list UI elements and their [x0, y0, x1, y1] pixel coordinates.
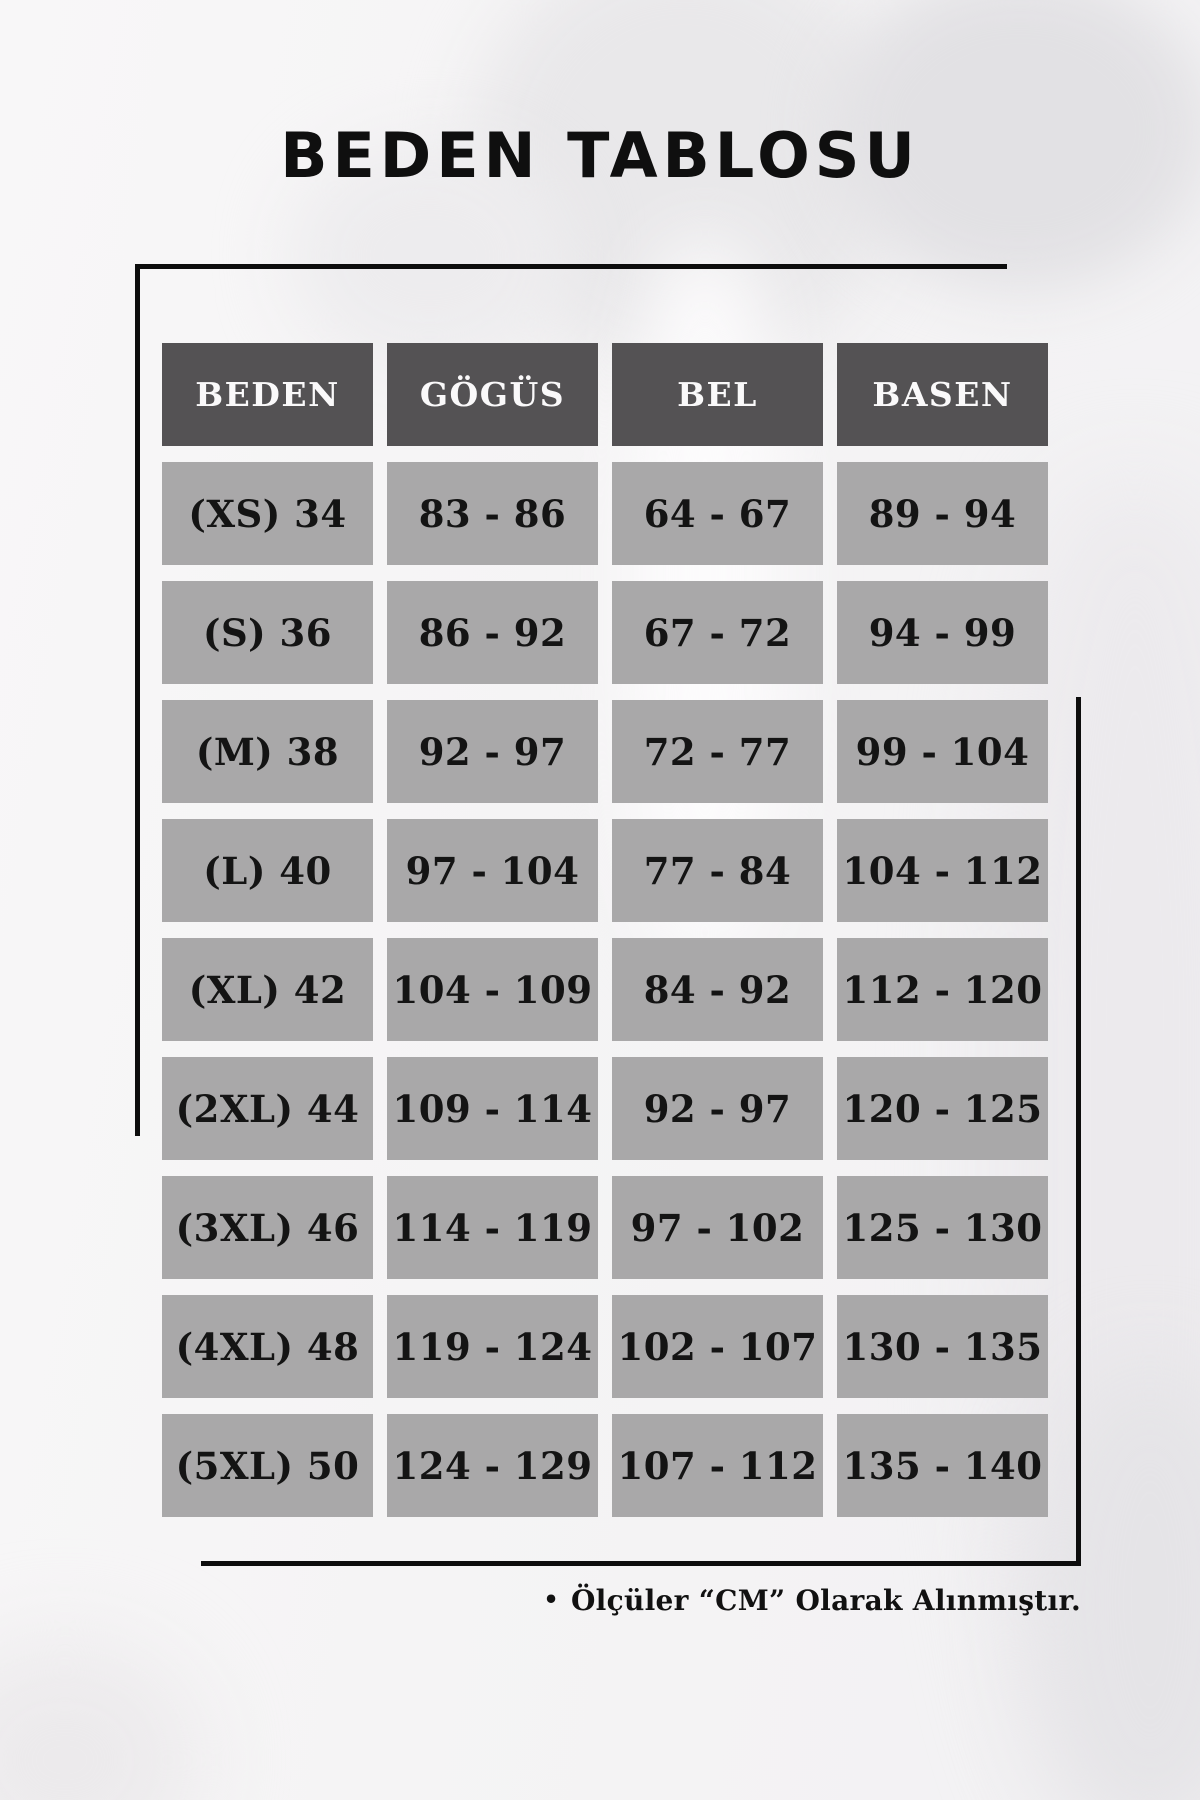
- measure-cell: 104 - 109: [387, 938, 598, 1041]
- measure-cell: 104 - 112: [837, 819, 1048, 922]
- size-table: BEDEN GÖGÜS BEL BASEN (XS) 34 83 - 86 64 - 67 8…: [162, 343, 1048, 1517]
- size-cell: (3XL) 46: [162, 1176, 373, 1279]
- size-cell: (XS) 34: [162, 462, 373, 565]
- header-cell-basen: BASEN: [837, 343, 1048, 446]
- page-title: BEDEN TABLOSU: [280, 119, 920, 192]
- frame-line-top: [135, 264, 1007, 269]
- header-cell-bel: BEL: [612, 343, 823, 446]
- size-cell: (XL) 42: [162, 938, 373, 1041]
- measure-cell: 89 - 94: [837, 462, 1048, 565]
- footer-note: • Ölçüler “CM” Olarak Alınmıştır.: [543, 1584, 1081, 1617]
- measure-cell: 119 - 124: [387, 1295, 598, 1398]
- frame-line-right: [1076, 697, 1081, 1566]
- measure-cell: 125 - 130: [837, 1176, 1048, 1279]
- size-cell: (2XL) 44: [162, 1057, 373, 1160]
- measure-cell: 84 - 92: [612, 938, 823, 1041]
- measure-cell: 120 - 125: [837, 1057, 1048, 1160]
- measure-cell: 86 - 92: [387, 581, 598, 684]
- measure-cell: 107 - 112: [612, 1414, 823, 1517]
- header-cell-gogus: GÖGÜS: [387, 343, 598, 446]
- measure-cell: 77 - 84: [612, 819, 823, 922]
- frame-line-left: [135, 264, 140, 1136]
- measure-cell: 99 - 104: [837, 700, 1048, 803]
- measure-cell: 92 - 97: [612, 1057, 823, 1160]
- size-cell: (M) 38: [162, 700, 373, 803]
- measure-cell: 97 - 104: [387, 819, 598, 922]
- measure-cell: 109 - 114: [387, 1057, 598, 1160]
- measure-cell: 135 - 140: [837, 1414, 1048, 1517]
- measure-cell: 92 - 97: [387, 700, 598, 803]
- measure-cell: 64 - 67: [612, 462, 823, 565]
- header-cell-beden: BEDEN: [162, 343, 373, 446]
- background-silhouette-shape: [830, 0, 1200, 290]
- measure-cell: 72 - 77: [612, 700, 823, 803]
- footer-bullet: •: [543, 1585, 559, 1614]
- frame-line-bottom: [201, 1561, 1081, 1566]
- measure-cell: 114 - 119: [387, 1176, 598, 1279]
- size-cell: (4XL) 48: [162, 1295, 373, 1398]
- size-cell: (L) 40: [162, 819, 373, 922]
- size-cell: (5XL) 50: [162, 1414, 373, 1517]
- background-silhouette-shape: [290, 140, 570, 370]
- footer-note-text: Ölçüler “CM” Olarak Alınmıştır.: [570, 1584, 1081, 1617]
- measure-cell: 102 - 107: [612, 1295, 823, 1398]
- measure-cell: 124 - 129: [387, 1414, 598, 1517]
- measure-cell: 94 - 99: [837, 581, 1048, 684]
- measure-cell: 130 - 135: [837, 1295, 1048, 1398]
- background-silhouette-shape: [0, 1640, 200, 1800]
- measure-cell: 83 - 86: [387, 462, 598, 565]
- measure-cell: 97 - 102: [612, 1176, 823, 1279]
- size-cell: (S) 36: [162, 581, 373, 684]
- measure-cell: 67 - 72: [612, 581, 823, 684]
- measure-cell: 112 - 120: [837, 938, 1048, 1041]
